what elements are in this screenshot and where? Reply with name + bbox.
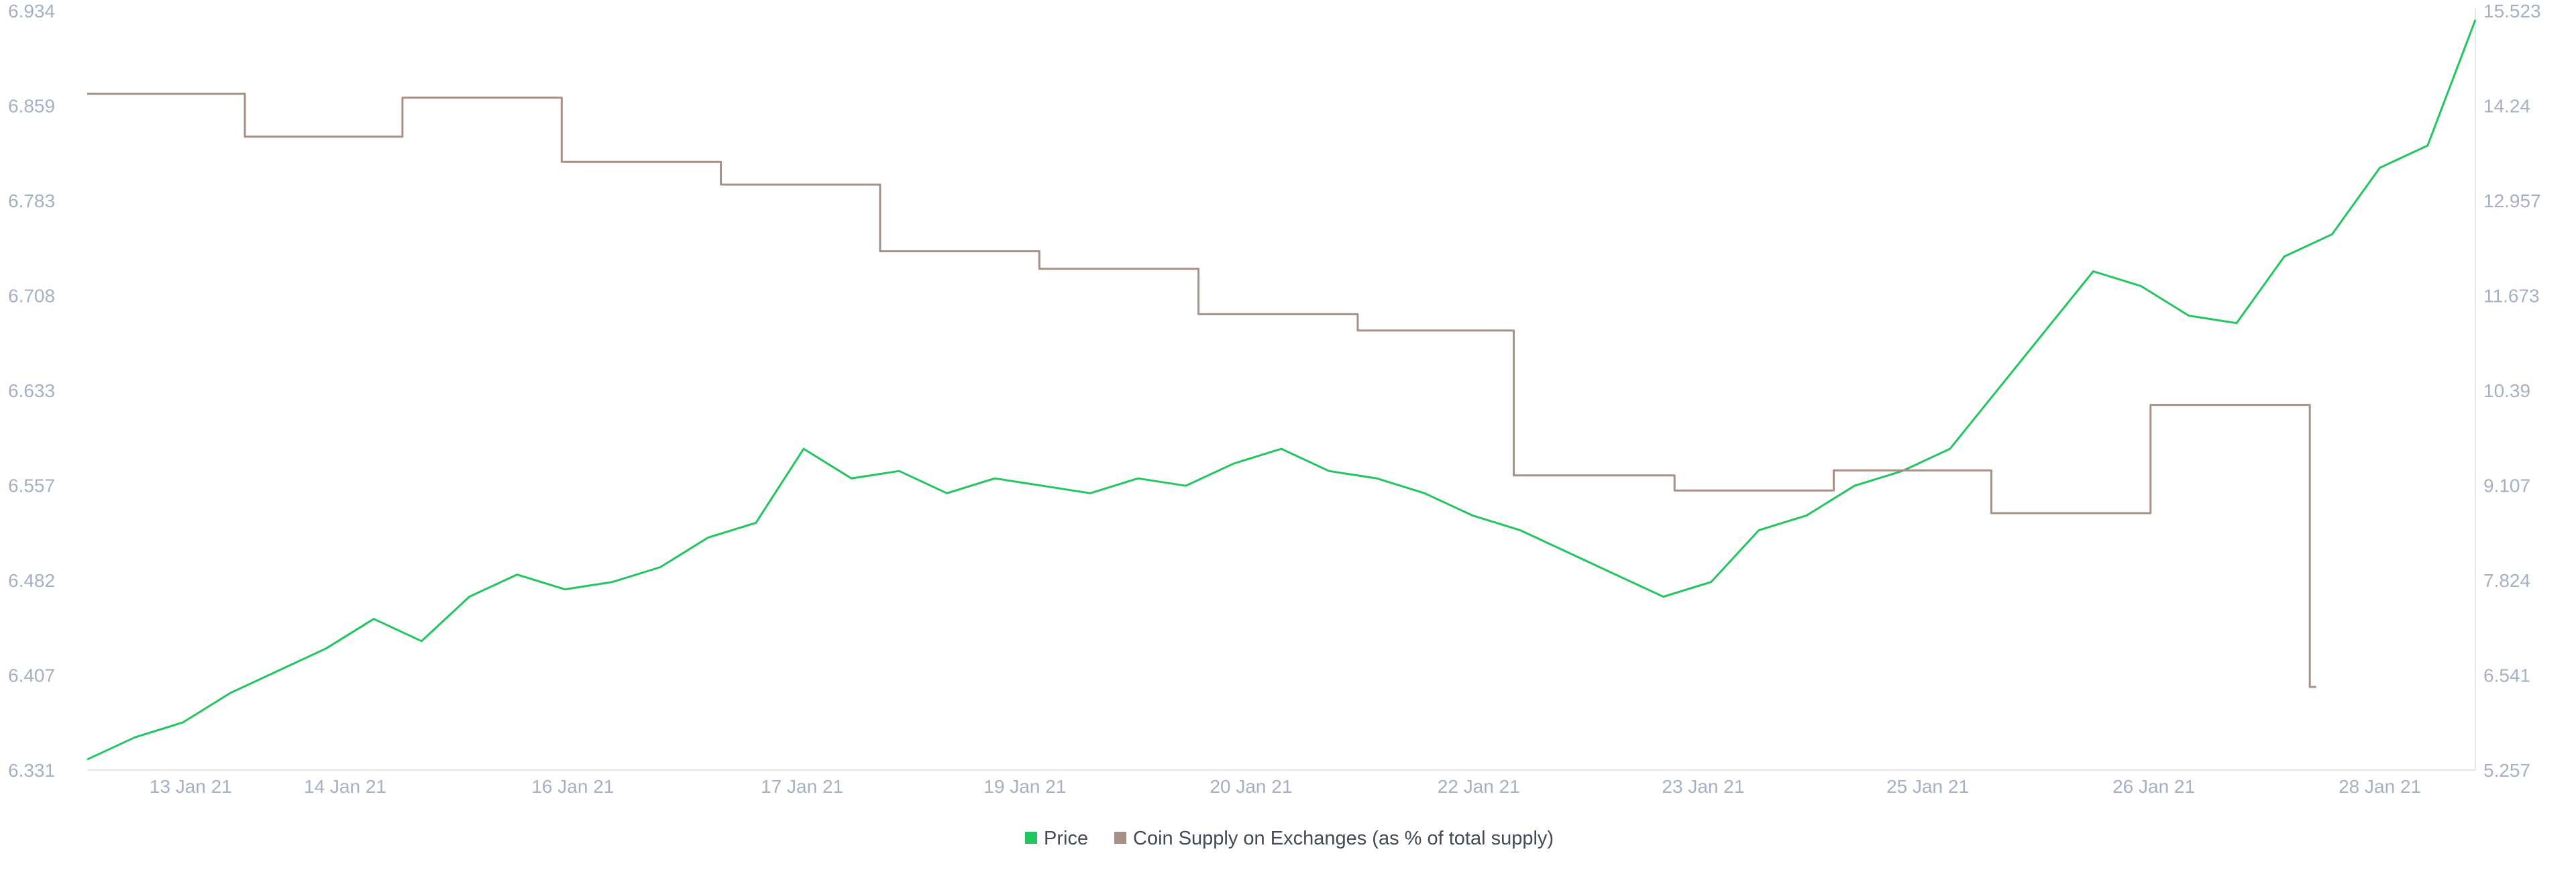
legend: Price Coin Supply on Exchanges (as % of … [1025,828,1554,849]
legend-item-supply[interactable]: Coin Supply on Exchanges (as % of total … [1114,828,1554,849]
right-axis-ticks: 5.257 6.541 7.824 9.107 10.39 11.673 12.957 14.… [2483,1,2541,781]
price-series-line [87,19,2477,761]
left-tick-label: 6.482 [8,570,55,591]
legend-label-price: Price [1044,828,1088,849]
legend-swatch-supply [1114,832,1126,844]
x-tick-label: 13 Jan 21 [150,776,232,797]
right-tick-label: 15.523 [2483,1,2541,21]
left-tick-label: 6.783 [8,190,55,211]
left-tick-label: 6.708 [8,286,55,307]
right-tick-label: 9.107 [2483,476,2530,496]
right-tick-label: 14.24 [2483,96,2530,117]
left-tick-label: 6.859 [8,96,55,117]
series-layer [87,19,2477,761]
left-tick-label: 6.557 [8,476,55,496]
x-tick-label: 19 Jan 21 [983,776,1066,797]
x-tick-label: 22 Jan 21 [1438,776,1520,797]
x-tick-label: 28 Jan 21 [2339,776,2421,797]
right-tick-label: 7.824 [2483,570,2530,591]
right-tick-label: 12.957 [2483,190,2541,211]
x-axis-ticks: 13 Jan 21 14 Jan 21 16 Jan 21 17 Jan 21 19 J… [150,776,2421,797]
x-tick-label: 23 Jan 21 [1662,776,1744,797]
x-tick-label: 16 Jan 21 [531,776,614,797]
right-tick-label: 11.673 [2483,286,2540,307]
right-tick-label: 6.541 [2483,665,2530,686]
left-tick-label: 6.633 [8,380,55,401]
left-axis-ticks: 6.331 6.407 6.482 6.557 6.633 6.708 6.783 6.859… [8,1,55,781]
legend-label-supply: Coin Supply on Exchanges (as % of total … [1133,828,1554,849]
x-tick-label: 17 Jan 21 [761,776,843,797]
x-tick-label: 26 Jan 21 [2112,776,2195,797]
coin-supply-series-line [87,93,2316,688]
x-tick-label: 14 Jan 21 [304,776,386,797]
left-tick-label: 6.934 [8,1,55,21]
legend-item-price[interactable]: Price [1025,828,1088,849]
right-tick-label: 10.39 [2483,380,2530,401]
legend-swatch-price [1025,832,1037,844]
left-tick-label: 6.331 [8,760,55,781]
x-tick-label: 20 Jan 21 [1210,776,1292,797]
right-tick-label: 5.257 [2483,760,2530,781]
left-tick-label: 6.407 [8,665,55,686]
x-tick-label: 25 Jan 21 [1886,776,1969,797]
